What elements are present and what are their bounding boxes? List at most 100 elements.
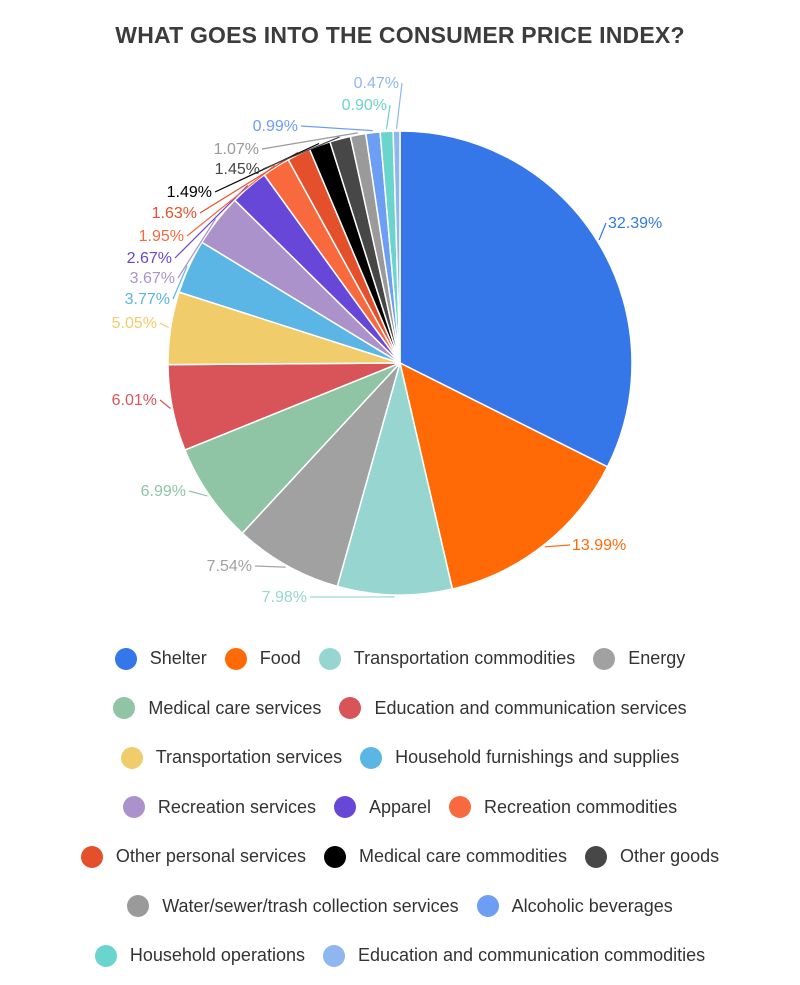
leader-line bbox=[159, 399, 171, 409]
legend-item[interactable]: Alcoholic beverages bbox=[476, 895, 673, 918]
legend-label: Recreation services bbox=[157, 796, 316, 817]
leader-line bbox=[395, 82, 403, 130]
pie-slice-medical-care-services[interactable] bbox=[183, 362, 401, 535]
legend-row: Medical care services Education and commu… bbox=[0, 684, 800, 734]
legend-row: Transportation services Household furnish… bbox=[0, 733, 800, 783]
legend-label: Food bbox=[259, 648, 301, 669]
legend-label: Education and communication commodities bbox=[357, 945, 706, 966]
pie-slice-shelter[interactable] bbox=[399, 130, 633, 468]
legend-item[interactable]: Other goods bbox=[585, 845, 720, 868]
legend-item[interactable]: Recreation commodities bbox=[449, 796, 678, 819]
legend-swatch bbox=[360, 746, 383, 769]
slice-data-label: 3.67% bbox=[130, 270, 175, 287]
slice-data-label: 1.63% bbox=[152, 205, 197, 222]
legend-label: Household furnishings and supplies bbox=[395, 747, 680, 768]
legend-item[interactable]: Transportation commodities bbox=[318, 647, 576, 670]
legend-swatch bbox=[318, 647, 341, 670]
legend-label: Apparel bbox=[368, 796, 432, 817]
slice-data-label: 2.67% bbox=[127, 250, 172, 267]
legend-swatch bbox=[94, 944, 117, 967]
legend-swatch bbox=[476, 895, 499, 918]
legend-item[interactable]: Education and communication services bbox=[339, 697, 687, 720]
pie-slice-education-and-communication-commodities[interactable] bbox=[392, 130, 401, 364]
legend-swatch bbox=[80, 845, 103, 868]
legend-row: Shelter Food Transportation commodities Ene… bbox=[0, 634, 800, 684]
legend-label: Other personal services bbox=[115, 846, 306, 867]
slice-data-label: 1.49% bbox=[167, 184, 212, 201]
leader-line bbox=[172, 265, 188, 300]
legend-row: Recreation services Apparel Recreation com… bbox=[0, 783, 800, 833]
leader-line bbox=[261, 132, 358, 150]
legend-swatch bbox=[339, 697, 362, 720]
slice-data-label: 0.99% bbox=[253, 118, 298, 135]
legend-label: Education and communication services bbox=[374, 697, 687, 718]
leader-line bbox=[262, 136, 340, 170]
pie-slice-food[interactable] bbox=[398, 361, 609, 590]
slice-data-label: 1.45% bbox=[215, 161, 260, 178]
legend-label: Recreation commodities bbox=[484, 796, 678, 817]
legend-swatch bbox=[593, 647, 616, 670]
pie-slice-energy[interactable] bbox=[241, 362, 401, 588]
legend-swatch bbox=[333, 796, 356, 819]
slice-data-label: 1.95% bbox=[139, 228, 184, 245]
legend-item[interactable]: Household furnishings and supplies bbox=[360, 746, 680, 769]
legend-item[interactable]: Food bbox=[224, 647, 301, 670]
leader-line bbox=[186, 164, 276, 237]
slice-data-label: 0.47% bbox=[354, 75, 399, 92]
legend-swatch bbox=[114, 647, 137, 670]
legend-row: Household operations Education and commun… bbox=[0, 931, 800, 981]
legend-swatch bbox=[585, 845, 608, 868]
leader-line bbox=[254, 565, 286, 568]
slice-data-label: 32.39% bbox=[608, 215, 662, 232]
legend-swatch bbox=[122, 796, 145, 819]
leader-line bbox=[188, 490, 208, 497]
slice-data-label: 3.77% bbox=[125, 291, 170, 308]
legend-item[interactable]: Shelter bbox=[114, 647, 207, 670]
legend-label: Shelter bbox=[149, 648, 207, 669]
legend-item[interactable]: Medical care services bbox=[113, 697, 322, 720]
legend-label: Energy bbox=[628, 648, 686, 669]
legend-swatch bbox=[224, 647, 247, 670]
legend-row: Other personal services Medical care comm… bbox=[0, 832, 800, 882]
legend-label: Medical care services bbox=[148, 697, 322, 718]
legend-label: Transportation commodities bbox=[353, 648, 576, 669]
legend-item[interactable]: Water/sewer/trash collection services bbox=[127, 895, 459, 918]
slice-data-label: 7.54% bbox=[207, 558, 252, 575]
leader-line bbox=[177, 218, 217, 279]
chart-legend: Shelter Food Transportation commodities Ene… bbox=[0, 634, 800, 981]
leader-line bbox=[385, 104, 391, 130]
legend-label: Medical care commodities bbox=[358, 846, 568, 867]
leader-line bbox=[300, 125, 373, 132]
legend-swatch bbox=[323, 845, 346, 868]
legend-item[interactable]: Medical care commodities bbox=[323, 845, 568, 868]
legend-swatch bbox=[127, 895, 150, 918]
slice-data-label: 5.05% bbox=[112, 315, 157, 332]
pie-slice-transportation-commodities[interactable] bbox=[336, 362, 454, 596]
legend-label: Alcoholic beverages bbox=[511, 895, 673, 916]
legend-label: Water/sewer/trash collection services bbox=[162, 895, 459, 916]
leader-line bbox=[544, 544, 571, 548]
legend-swatch bbox=[113, 697, 136, 720]
slice-data-label: 1.07% bbox=[214, 141, 259, 158]
chart-title: WHAT GOES INTO THE CONSUMER PRICE INDEX? bbox=[115, 22, 685, 48]
legend-item[interactable]: Education and communication commodities bbox=[322, 944, 706, 967]
legend-swatch bbox=[120, 746, 143, 769]
legend-label: Transportation services bbox=[155, 747, 343, 768]
legend-item[interactable]: Apparel bbox=[333, 796, 432, 819]
legend-label: Household operations bbox=[129, 945, 305, 966]
slice-data-label: 7.98% bbox=[262, 589, 307, 606]
legend-label: Other goods bbox=[620, 846, 720, 867]
slice-data-label: 6.01% bbox=[112, 392, 157, 409]
legend-item[interactable]: Other personal services bbox=[80, 845, 306, 868]
legend-item[interactable]: Household operations bbox=[94, 944, 305, 967]
legend-item[interactable]: Recreation services bbox=[122, 796, 316, 819]
leader-line bbox=[199, 151, 299, 214]
slice-data-label: 13.99% bbox=[572, 537, 626, 554]
legend-row: Water/sewer/trash collection services Alc… bbox=[0, 882, 800, 932]
pie-chart: 32.39% 13.99% 7.98% 7.54% 6.99% 6.01% 5.05% 3.7… bbox=[112, 75, 663, 606]
legend-item[interactable]: Energy bbox=[593, 647, 686, 670]
legend-item[interactable]: Transportation services bbox=[120, 746, 343, 769]
legend-swatch bbox=[449, 796, 472, 819]
leader-line bbox=[598, 222, 607, 241]
leader-line bbox=[159, 322, 169, 329]
